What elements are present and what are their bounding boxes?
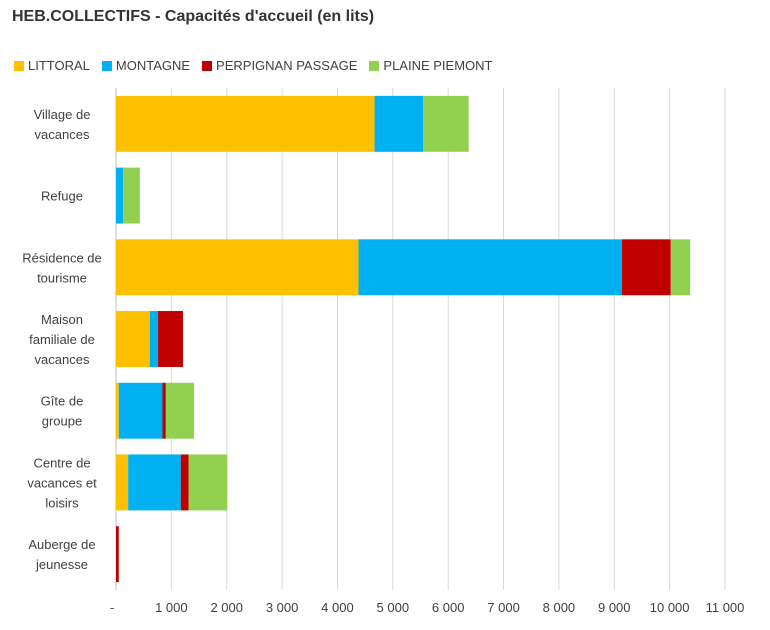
category-label-line: groupe (42, 414, 82, 429)
category-label-line: vacances et (27, 475, 97, 490)
bar-segment (116, 311, 150, 367)
chart-legend: LITTORAL MONTAGNE PERPIGNAN PASSAGE PLAINE … (14, 58, 504, 73)
legend-item: PLAINE PIEMONT (369, 58, 492, 73)
x-tick-label: 10 000 (650, 600, 690, 615)
x-tick-label: 7 000 (487, 600, 520, 615)
bar-segment (116, 95, 375, 152)
x-tick-label: - (110, 600, 114, 615)
legend-label: LITTORAL (28, 58, 90, 73)
bar-segment (374, 95, 424, 152)
category-label: Résidence de tourisme (22, 250, 102, 285)
bar-segment (162, 382, 166, 439)
bar-segment (158, 311, 183, 367)
bar-segment (116, 382, 119, 439)
category-label-line: Gîte de (41, 394, 84, 409)
legend-label: PLAINE PIEMONT (383, 58, 493, 73)
legend-item: MONTAGNE (101, 58, 191, 73)
category-label-line: Village de (34, 107, 91, 122)
x-tick-label: 11 000 (706, 600, 745, 615)
bar-segment (116, 526, 119, 583)
category-label-line: Refuge (41, 189, 83, 204)
category-label: Village de vacances (34, 107, 91, 142)
category-label-line: loisirs (45, 495, 79, 510)
bar-segment (423, 95, 469, 152)
category-label-line: familiale de (29, 332, 95, 347)
category-label-line: Maison (41, 312, 83, 327)
bar-segment (128, 454, 181, 511)
legend-swatch (101, 60, 112, 71)
category-label-line: Auberge de (28, 537, 95, 552)
bar-segment (149, 311, 159, 367)
bar-segment (116, 454, 129, 511)
x-tick-label: 1 000 (155, 600, 188, 615)
bar-segment (165, 382, 195, 439)
bar-segment (123, 167, 140, 224)
bar-segment (116, 167, 124, 224)
bar-segment (180, 454, 189, 511)
category-label-line: tourisme (37, 270, 87, 285)
x-tick-label: 3 000 (266, 600, 299, 615)
bar-segment (188, 454, 228, 511)
category-label-line: vacances (35, 127, 90, 142)
bar-segment (622, 239, 671, 296)
x-tick-label: 2 000 (210, 600, 243, 615)
bar-segment (358, 239, 623, 296)
category-label: Refuge (41, 189, 83, 204)
legend-item: LITTORAL (14, 58, 90, 73)
chart-title: HEB.COLLECTIFS - Capacités d'accueil (en… (12, 8, 375, 25)
bar-segment (116, 239, 359, 296)
category-label: Maison familiale de vacances (29, 312, 95, 367)
legend-item: PERPIGNAN PASSAGE (202, 58, 357, 73)
category-label: Centre de vacances et loisirs (27, 455, 97, 510)
legend-swatch (369, 60, 380, 71)
category-label-line: jeunesse (35, 557, 88, 572)
x-tick-label: 5 000 (377, 600, 410, 615)
x-tick-label: 4 000 (321, 600, 354, 615)
x-tick-label: 9 000 (598, 600, 631, 615)
category-label-line: Résidence de (22, 250, 102, 265)
category-label: Auberge de jeunesse (28, 537, 95, 572)
x-tick-label: 8 000 (543, 600, 576, 615)
category-label-line: vacances (35, 352, 90, 367)
bar-segment (118, 382, 163, 439)
legend-label: MONTAGNE (115, 58, 191, 73)
category-label: Gîte de groupe (41, 394, 84, 429)
legend-swatch (14, 60, 24, 71)
category-label-line: Centre de (33, 455, 90, 470)
x-tick-label: 6 000 (432, 600, 465, 615)
bar-segment (670, 239, 691, 296)
legend-swatch (202, 60, 213, 71)
legend-label: PERPIGNAN PASSAGE (216, 58, 358, 73)
